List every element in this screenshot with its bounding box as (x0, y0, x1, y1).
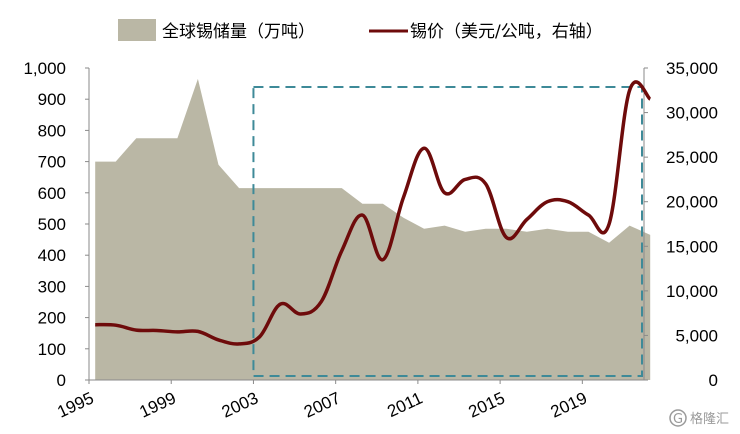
y-right-tick-label: 10,000 (666, 282, 718, 301)
highlight-box (252, 86, 643, 377)
y-left-tick-label: 100 (38, 340, 66, 359)
legend-line-label: 锡价（美元/公吨，右轴） (410, 22, 603, 42)
watermark-logo-icon (669, 409, 687, 427)
y-left-tick-label: 1,000 (23, 59, 66, 78)
reserve-area (95, 78, 651, 381)
y-right-tick-label: 35,000 (666, 59, 718, 78)
watermark: G 格隆汇 (669, 409, 729, 427)
y-right-tick-label: 15,000 (666, 237, 718, 256)
watermark-logo-letter: G (673, 412, 683, 427)
y-left-tick-label: 200 (38, 309, 66, 328)
y-right-tick-label: 20,000 (666, 193, 718, 212)
x-tick-label: 2015 (465, 388, 507, 421)
highlight-box-layer (252, 86, 643, 377)
y-left-tick-label: 900 (38, 90, 66, 109)
y-right-tick-label: 25,000 (666, 148, 718, 167)
legend-area-swatch (118, 19, 156, 41)
x-tick-label: 2003 (219, 388, 261, 421)
y-left-tick-label: 700 (38, 153, 66, 172)
legend: 全球锡储量（万吨） 锡价（美元/公吨，右轴） (118, 19, 603, 42)
reserve-area-layer (95, 78, 651, 381)
y-left-tick-label: 500 (38, 215, 66, 234)
y-left-tick-label: 800 (38, 121, 66, 140)
x-tick-label: 2011 (384, 388, 425, 421)
y-left-tick-label: 400 (38, 246, 66, 265)
legend-area-label: 全球锡储量（万吨） (162, 22, 315, 42)
y-right-tick-label: 0 (709, 371, 718, 390)
price-line-layer (95, 80, 652, 346)
x-tick-label: 1999 (137, 388, 179, 421)
y-left-tick-label: 300 (38, 277, 66, 296)
x-tick-label: 2007 (301, 388, 343, 421)
price-line (95, 80, 652, 346)
watermark-text: 格隆汇 (690, 411, 729, 427)
y-left-tick-label: 0 (57, 371, 66, 390)
y-left-tick-label: 600 (38, 184, 66, 203)
x-tick-label: 2019 (548, 388, 590, 421)
y-right-tick-label: 30,000 (666, 104, 718, 123)
tick-labels: 0 100 200 300 400 500 600 700 800 900 1,000 0 5,000 1… (23, 59, 718, 422)
x-tick-label: 1995 (54, 388, 96, 421)
y-right-tick-label: 5,000 (675, 326, 718, 345)
